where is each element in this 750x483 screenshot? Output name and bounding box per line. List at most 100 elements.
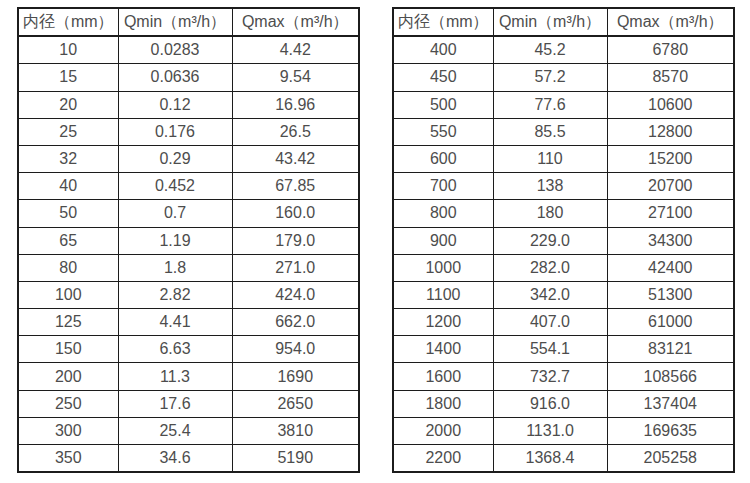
diameter-cell: 1100 xyxy=(393,281,493,308)
qmin-cell: 916.0 xyxy=(493,390,607,417)
diameter-cell: 2000 xyxy=(393,417,493,444)
header-row: 内径（mm）Qmin（m³/h）Qmax（m³/h） xyxy=(18,8,359,36)
table-row: 150.06369.54 xyxy=(18,64,359,91)
qmin-cell: 17.6 xyxy=(118,390,232,417)
diameter-cell: 150 xyxy=(18,336,118,363)
qmax-cell: 5190 xyxy=(232,445,359,473)
qmax-cell: 51300 xyxy=(607,281,734,308)
page: 内径（mm）Qmin（m³/h）Qmax（m³/h） 100.02834.421… xyxy=(0,0,750,483)
qmax-cell: 4.42 xyxy=(232,36,359,64)
qmin-cell: 180 xyxy=(493,200,607,227)
qmax-cell: 662.0 xyxy=(232,309,359,336)
table-body: 100.02834.42150.06369.54200.1216.96250.1… xyxy=(18,36,359,472)
qmax-cell: 42400 xyxy=(607,254,734,281)
table-row: 80018027100 xyxy=(393,200,734,227)
table-row: 30025.43810 xyxy=(18,417,359,444)
diameter-cell: 1800 xyxy=(393,390,493,417)
table-row: 1000282.042400 xyxy=(393,254,734,281)
table-row: 801.8271.0 xyxy=(18,254,359,281)
qmin-cell: 0.176 xyxy=(118,118,232,145)
qmin-cell: 282.0 xyxy=(493,254,607,281)
qmax-cell: 27100 xyxy=(607,200,734,227)
diameter-cell: 600 xyxy=(393,145,493,172)
table-row: 1100342.051300 xyxy=(393,281,734,308)
table-row: 1400554.183121 xyxy=(393,336,734,363)
flow-rate-tables-container: 内径（mm）Qmin（m³/h）Qmax（m³/h） 100.02834.421… xyxy=(0,0,750,473)
diameter-cell: 2200 xyxy=(393,445,493,473)
qmax-cell: 3810 xyxy=(232,417,359,444)
table-row: 50077.610600 xyxy=(393,91,734,118)
diameter-cell: 500 xyxy=(393,91,493,118)
table-row: 900229.034300 xyxy=(393,227,734,254)
qmin-cell: 25.4 xyxy=(118,417,232,444)
qmax-cell: 8570 xyxy=(607,64,734,91)
qmax-cell: 271.0 xyxy=(232,254,359,281)
qmax-cell: 205258 xyxy=(607,445,734,473)
qmin-cell: 45.2 xyxy=(493,36,607,64)
qmax-cell: 108566 xyxy=(607,363,734,390)
table-row: 20001131.0169635 xyxy=(393,417,734,444)
qmin-cell: 34.6 xyxy=(118,445,232,473)
table-row: 320.2943.42 xyxy=(18,145,359,172)
flow-rate-table-large-diameters: 内径（mm）Qmin（m³/h）Qmax（m³/h） 40045.2678045… xyxy=(392,7,735,473)
diameter-cell: 100 xyxy=(18,281,118,308)
table-row: 200.1216.96 xyxy=(18,91,359,118)
qmin-cell: 0.12 xyxy=(118,91,232,118)
qmin-cell: 0.7 xyxy=(118,200,232,227)
qmin-cell: 407.0 xyxy=(493,309,607,336)
diameter-cell: 50 xyxy=(18,200,118,227)
qmax-cell: 2650 xyxy=(232,390,359,417)
table-row: 35034.65190 xyxy=(18,445,359,473)
diameter-cell: 10 xyxy=(18,36,118,64)
table-row: 22001368.4205258 xyxy=(393,445,734,473)
table-row: 1506.63954.0 xyxy=(18,336,359,363)
diameter-cell: 350 xyxy=(18,445,118,473)
diameter-cell: 550 xyxy=(393,118,493,145)
qmin-cell: 1368.4 xyxy=(493,445,607,473)
qmax-cell: 6780 xyxy=(607,36,734,64)
diameter-cell: 1200 xyxy=(393,309,493,336)
qmax-cell: 160.0 xyxy=(232,200,359,227)
qmin-cell: 554.1 xyxy=(493,336,607,363)
diameter-cell: 450 xyxy=(393,64,493,91)
table-header-row: 内径（mm）Qmin（m³/h）Qmax（m³/h） xyxy=(18,8,359,36)
qmax-cell: 954.0 xyxy=(232,336,359,363)
diameter-cell: 80 xyxy=(18,254,118,281)
diameter-cell: 250 xyxy=(18,390,118,417)
qmin-cell: 77.6 xyxy=(493,91,607,118)
table-row: 60011015200 xyxy=(393,145,734,172)
qmin-cell: 732.7 xyxy=(493,363,607,390)
diameter-cell: 65 xyxy=(18,227,118,254)
header-row: 内径（mm）Qmin（m³/h）Qmax（m³/h） xyxy=(393,8,734,36)
qmin-cell: 0.0636 xyxy=(118,64,232,91)
qmin-cell: 0.0283 xyxy=(118,36,232,64)
diameter-cell: 400 xyxy=(393,36,493,64)
table-row: 500.7160.0 xyxy=(18,200,359,227)
table-row: 40045.26780 xyxy=(393,36,734,64)
diameter-cell: 25 xyxy=(18,118,118,145)
flow-rate-table-small-diameters: 内径（mm）Qmin（m³/h）Qmax（m³/h） 100.02834.421… xyxy=(17,7,360,473)
table-row: 70013820700 xyxy=(393,173,734,200)
diameter-cell: 800 xyxy=(393,200,493,227)
diameter-cell: 200 xyxy=(18,363,118,390)
qmax-cell: 43.42 xyxy=(232,145,359,172)
qmin-header: Qmin（m³/h） xyxy=(493,8,607,36)
table-row: 100.02834.42 xyxy=(18,36,359,64)
qmin-cell: 11.3 xyxy=(118,363,232,390)
qmax-cell: 137404 xyxy=(607,390,734,417)
qmax-cell: 34300 xyxy=(607,227,734,254)
qmax-cell: 169635 xyxy=(607,417,734,444)
diameter-cell: 40 xyxy=(18,173,118,200)
diameter-cell: 1000 xyxy=(393,254,493,281)
diameter-cell: 1400 xyxy=(393,336,493,363)
table-row: 1254.41662.0 xyxy=(18,309,359,336)
qmax-cell: 9.54 xyxy=(232,64,359,91)
qmax-cell: 10600 xyxy=(607,91,734,118)
qmax-header: Qmax（m³/h） xyxy=(232,8,359,36)
table-row: 400.45267.85 xyxy=(18,173,359,200)
qmin-cell: 342.0 xyxy=(493,281,607,308)
diameter-header: 内径（mm） xyxy=(18,8,118,36)
diameter-cell: 900 xyxy=(393,227,493,254)
diameter-header: 内径（mm） xyxy=(393,8,493,36)
table-row: 651.19179.0 xyxy=(18,227,359,254)
